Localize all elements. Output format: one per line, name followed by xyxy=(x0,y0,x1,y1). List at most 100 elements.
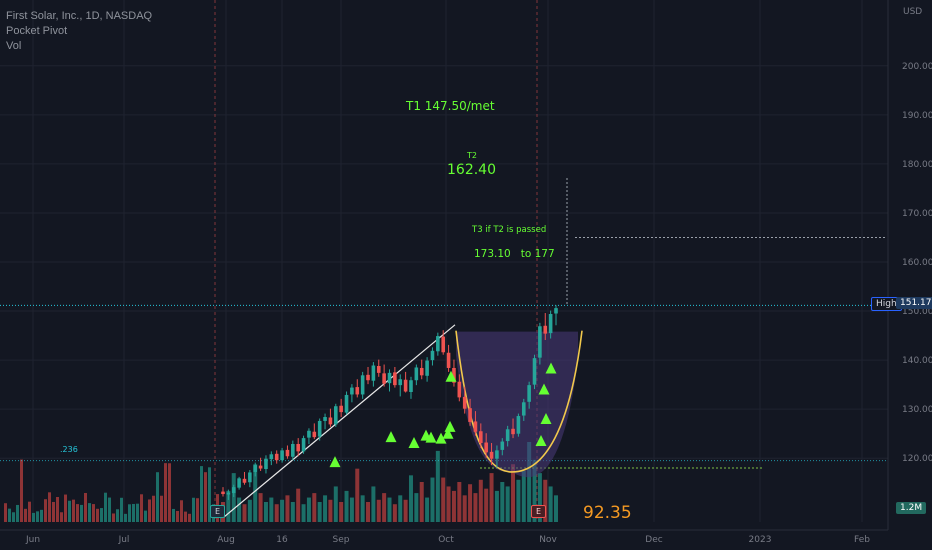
candle-body xyxy=(296,444,300,452)
volume-bar xyxy=(164,463,167,522)
price-tick-label: 150.00 xyxy=(902,307,932,317)
candle-body xyxy=(527,385,531,402)
candle-body xyxy=(441,336,446,353)
volume-bar xyxy=(333,486,338,522)
level-lines xyxy=(0,0,888,520)
volume-bar xyxy=(376,499,381,522)
candle-body xyxy=(253,465,258,472)
pocket-pivot-marker xyxy=(540,412,552,424)
candle-body xyxy=(280,450,284,461)
candle-body xyxy=(500,441,505,450)
volume-bar xyxy=(382,493,387,522)
volume-bar xyxy=(231,473,236,522)
volume-bar xyxy=(532,459,537,522)
volume-bar xyxy=(204,472,207,522)
volume-bar xyxy=(473,493,478,522)
volume-bar xyxy=(441,477,446,522)
candle-body xyxy=(350,387,354,395)
candle-body xyxy=(532,358,537,385)
candle-body xyxy=(538,326,542,358)
pocket-pivot-marker xyxy=(329,456,341,468)
candle-body xyxy=(371,365,376,381)
volume-bar xyxy=(489,473,494,522)
volume-bar xyxy=(494,490,499,522)
candle-body xyxy=(516,416,521,434)
candle-body xyxy=(419,367,424,376)
earnings-marker-oct[interactable]: E xyxy=(531,505,547,518)
volume-bar xyxy=(366,502,371,522)
cup-pattern xyxy=(455,330,583,478)
volume-bar xyxy=(355,468,360,522)
candle-body xyxy=(430,350,435,361)
candle-body xyxy=(468,408,472,422)
candle-body xyxy=(323,417,327,421)
price-tick-label: 120.00 xyxy=(902,454,932,464)
date-tick-label: Aug xyxy=(217,535,235,545)
candle-body xyxy=(264,458,268,470)
pocket-pivot-marker xyxy=(545,362,557,374)
volume-bar xyxy=(192,497,195,522)
pocket-pivot-marker xyxy=(444,420,456,432)
volume-bar xyxy=(484,488,489,522)
volume-bar xyxy=(28,501,31,522)
fib-level-label: .236 xyxy=(60,445,78,454)
volume-bar xyxy=(398,495,403,522)
indicator-pocket-pivot[interactable]: Pocket Pivot xyxy=(6,25,68,37)
volume-bar xyxy=(312,493,317,522)
volume-bar xyxy=(104,492,107,522)
candle-body xyxy=(269,454,274,460)
volume-layer xyxy=(4,442,558,522)
volume-bar xyxy=(403,499,408,522)
volume-bar xyxy=(16,504,19,522)
pocket-pivot-marker xyxy=(408,437,420,449)
price-tick-label: 130.00 xyxy=(902,405,932,415)
symbol-title[interactable]: First Solar, Inc., 1D, NASDAQ xyxy=(6,10,153,22)
indicator-volume[interactable]: Vol xyxy=(6,40,22,52)
candle-body xyxy=(333,406,338,425)
volume-bar xyxy=(237,497,242,522)
volume-bar xyxy=(419,482,424,522)
candle-body xyxy=(521,402,526,416)
volume-bar xyxy=(263,502,268,522)
volume-bar xyxy=(156,472,159,522)
volume-bar xyxy=(328,499,333,522)
earnings-marker-aug[interactable]: E xyxy=(210,505,226,518)
candle-body xyxy=(495,450,499,459)
pocket-pivot-marker xyxy=(385,431,397,443)
candle-body xyxy=(409,380,413,392)
price-tick-label: 200.00 xyxy=(902,62,932,72)
candle-body xyxy=(436,336,440,352)
trend-line xyxy=(223,324,456,518)
price-tick-label: 140.00 xyxy=(902,356,932,366)
candle-body xyxy=(312,431,317,438)
candle-body xyxy=(376,366,381,373)
volume-bar xyxy=(274,504,279,522)
date-tick-label: Jul xyxy=(118,535,130,545)
volume-bar xyxy=(84,492,87,522)
date-tick-label: Oct xyxy=(438,535,454,545)
volume-bar xyxy=(478,479,483,522)
volume-bar xyxy=(527,442,532,522)
volume-bar xyxy=(253,464,258,522)
volume-bar xyxy=(52,501,55,522)
volume-bar xyxy=(76,504,79,522)
pocket-pivot-marker xyxy=(442,427,454,439)
volume-bar xyxy=(184,511,187,522)
candle-body xyxy=(382,373,386,384)
candle-body xyxy=(248,472,252,483)
candle-body xyxy=(398,379,403,386)
candle-body xyxy=(393,372,397,386)
volume-bar xyxy=(44,499,47,522)
volume-bar xyxy=(425,497,430,522)
candle-body xyxy=(511,428,515,435)
volume-bar xyxy=(521,470,526,522)
volume-bar xyxy=(136,503,139,522)
volume-bar xyxy=(462,495,467,522)
candle-body xyxy=(301,438,306,452)
volume-bar xyxy=(430,477,435,522)
volume-bar xyxy=(148,499,151,522)
pocket-pivot-marker xyxy=(535,435,547,447)
volume-bar xyxy=(112,513,115,522)
